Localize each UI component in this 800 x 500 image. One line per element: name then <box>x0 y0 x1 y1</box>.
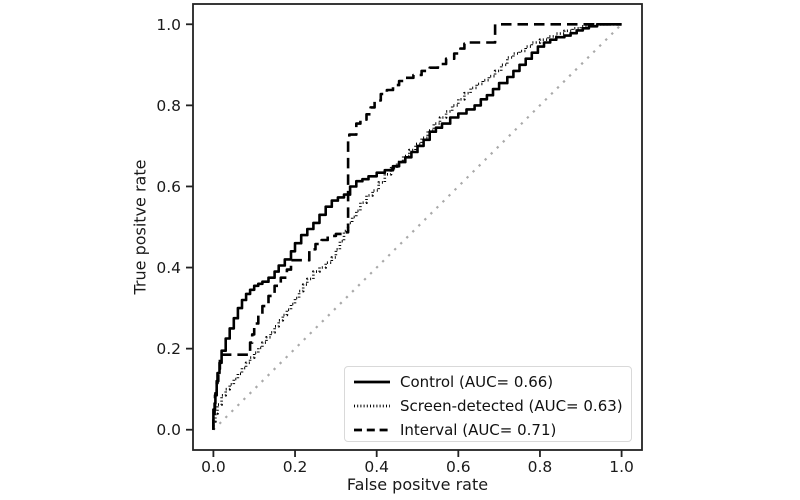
legend-label: Screen-detected (AUC= 0.63) <box>400 397 623 415</box>
y-tick-label: 1.0 <box>156 16 181 34</box>
x-tick-label: 0.2 <box>283 458 308 476</box>
y-tick-label: 0.2 <box>156 340 181 358</box>
solid-line-sample-icon <box>354 380 390 384</box>
dashed-line-sample-icon <box>354 428 390 432</box>
x-tick-label: 0.4 <box>364 458 389 476</box>
x-tick-label: 0.8 <box>528 458 553 476</box>
x-tick-label: 1.0 <box>609 458 634 476</box>
roc-curve-interval <box>212 23 622 430</box>
legend: Control (AUC= 0.66) Screen-detected (AUC=… <box>344 366 632 442</box>
y-axis-label: True positve rate <box>130 159 150 295</box>
legend-item-screen-detected: Screen-detected (AUC= 0.63) <box>353 394 625 418</box>
legend-item-control: Control (AUC= 0.66) <box>353 370 625 394</box>
roc-curve-screen-detected <box>212 23 622 430</box>
roc-curve-control <box>212 23 622 430</box>
x-tick-label: 0.6 <box>446 458 471 476</box>
plot-border <box>192 3 643 451</box>
legend-label: Control (AUC= 0.66) <box>400 373 554 391</box>
y-tick-label: 0.8 <box>156 97 181 115</box>
legend-label: Interval (AUC= 0.71) <box>400 421 557 439</box>
x-axis-label: False positve rate <box>346 475 489 494</box>
y-tick-label: 0.6 <box>156 178 181 196</box>
legend-item-interval: Interval (AUC= 0.71) <box>353 418 625 442</box>
x-tick-label: 0.0 <box>201 458 226 476</box>
dotted-line-sample-icon <box>354 404 390 408</box>
y-tick-label: 0.0 <box>156 421 181 439</box>
y-tick-label: 0.4 <box>156 259 181 277</box>
